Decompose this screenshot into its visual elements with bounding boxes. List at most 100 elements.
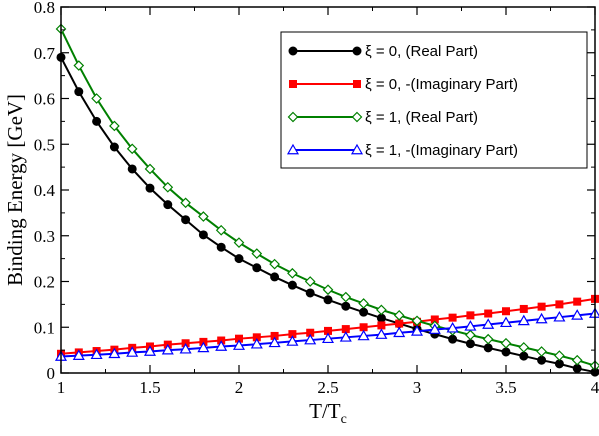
series-2 [57, 294, 599, 358]
series-1-point [181, 215, 191, 225]
legend-item-2-marker-end [353, 80, 361, 88]
series-1-point [198, 230, 208, 240]
legend-box [280, 31, 588, 169]
legend-item-4: ξ = 1, -(Imaginary Part) [286, 142, 518, 159]
series-3-point [73, 60, 85, 71]
x-tick-label: 2.5 [317, 378, 338, 397]
series-1-point [359, 307, 369, 317]
series-3-point [162, 181, 174, 193]
series-1-point [519, 351, 529, 361]
series-3-point [269, 258, 280, 270]
series-4-point [499, 316, 513, 328]
series-3-point [322, 284, 334, 296]
legend-item-3-marker-end [351, 111, 363, 123]
series-2-point [466, 311, 475, 320]
series-3-point [554, 350, 565, 361]
series-3-point [198, 211, 209, 222]
y-tick-label: 0.3 [34, 227, 55, 246]
series-4 [54, 307, 599, 361]
series-3-point [251, 248, 263, 259]
series-4-point [108, 347, 121, 359]
series-4-point [72, 349, 85, 360]
series-2-point [377, 321, 386, 330]
y-tick-label: 0.5 [34, 135, 55, 154]
series-3-point [215, 224, 227, 236]
series-4-point [197, 341, 210, 353]
legend-item-4-marker-start [286, 143, 300, 155]
y-tick-label: 0.1 [34, 318, 55, 337]
series-4-point [428, 323, 441, 334]
series-3-point [482, 333, 494, 345]
y-tick-label: 0 [47, 364, 56, 383]
series-3-point [518, 342, 530, 353]
series-1 [56, 52, 599, 377]
x-tick-label: 1.5 [139, 378, 160, 397]
series-1-point [216, 242, 226, 252]
series-2-point [502, 307, 510, 316]
series-4-point [321, 332, 335, 344]
legend-item-1-marker-start [288, 46, 298, 56]
series-4-point [535, 312, 548, 324]
x-axis-title-main: T/T [309, 399, 341, 423]
legend-item-2-marker-start [289, 80, 297, 88]
series-1-point [109, 142, 119, 152]
legend-item-2-label: ξ = 0, -(Imaginary Part) [365, 76, 518, 93]
series-1-point [341, 301, 351, 311]
series-1-point [483, 343, 493, 353]
x-axis-title-subscript: c [341, 412, 347, 427]
series-2-point [448, 313, 457, 322]
legend-item-4-label: ξ = 1, -(Imaginary Part) [365, 142, 518, 159]
series-3-point [304, 276, 316, 287]
x-tick-label: 3.5 [495, 378, 516, 397]
legend-item-1-label: ξ = 0, (Real Part) [365, 43, 478, 60]
series-3-point [376, 304, 387, 316]
y-tick-label: 0.7 [34, 44, 56, 63]
series-2-point [555, 300, 564, 309]
series-3-point [126, 143, 138, 155]
series-2-point [573, 297, 582, 306]
series-3-point [233, 237, 245, 248]
legend-item-1: ξ = 0, (Real Part) [288, 43, 478, 60]
series-1-point [74, 87, 84, 97]
x-tick-label: 4 [591, 378, 599, 397]
series-3-point [144, 163, 156, 175]
series-1-point [465, 339, 475, 349]
series-1-point [572, 363, 582, 373]
legend-item-2: ξ = 0, -(Imaginary Part) [289, 76, 518, 93]
legend-item-3-label: ξ = 1, (Real Part) [365, 109, 478, 126]
series-3-point [500, 337, 512, 349]
series-4-point [482, 318, 495, 329]
series-4-point [304, 333, 317, 345]
series-4-point [393, 326, 406, 338]
series-2-point [537, 302, 546, 311]
series-1-point [234, 254, 244, 264]
series-3-point [340, 291, 352, 303]
series-3 [55, 23, 599, 372]
series-2-point [395, 319, 404, 328]
legend-item-3: ξ = 1, (Real Part) [287, 109, 478, 126]
axes-layer: 1 1.5 2 2.5 3 3.5 4 0 0.1 0.2 0.3 0.4 0.5 0.6 0.7 0.8 [34, 0, 599, 397]
series-4-point [232, 339, 246, 350]
series-3-point [536, 346, 547, 357]
series-1-point [305, 288, 315, 298]
series-4-point [215, 340, 228, 351]
series-3-point [571, 354, 583, 366]
series-4-point [517, 314, 530, 326]
legend-item-1-marker-end [352, 46, 362, 56]
series-2-point [484, 309, 493, 318]
series-4-point [286, 335, 299, 346]
x-tick-label: 3 [413, 378, 422, 397]
series-1-point [287, 280, 297, 290]
x-axis-title: T/Tc [309, 399, 347, 427]
y-tick-label: 0.6 [34, 90, 55, 109]
series-1-point [252, 263, 262, 273]
series-1-point [554, 359, 564, 369]
legend-item-4-marker-end [350, 143, 364, 155]
series-1-point [501, 347, 511, 357]
series-3-point [180, 197, 191, 209]
series-4-point [464, 320, 477, 331]
series-1-point [323, 295, 333, 305]
series-4-point [446, 321, 459, 333]
series-3-point [358, 298, 369, 309]
